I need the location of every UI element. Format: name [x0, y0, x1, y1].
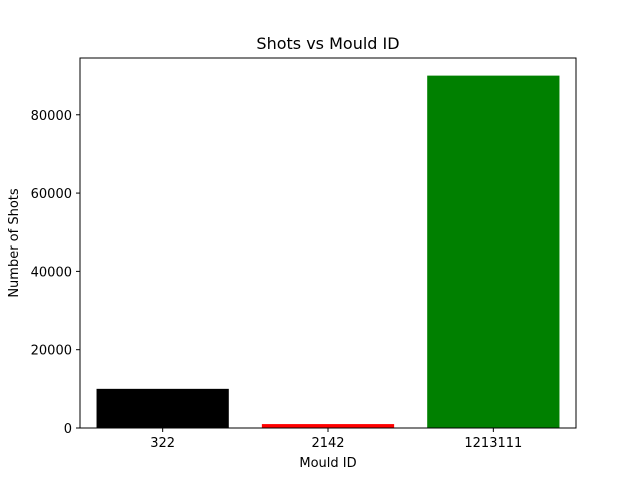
y-tick-label: 80000 — [31, 109, 72, 124]
y-tick-label: 0 — [64, 422, 72, 437]
x-tick-label: 322 — [150, 436, 175, 451]
bar-2142 — [261, 424, 395, 428]
bar-1213111 — [427, 75, 560, 428]
y-axis: 0 20000 40000 60000 80000 — [31, 109, 80, 437]
x-axis: 322 2142 1213111 — [150, 428, 522, 451]
y-tick-label: 20000 — [31, 344, 72, 359]
y-tick-label: 40000 — [31, 265, 72, 280]
y-axis-label: Number of Shots — [7, 188, 22, 298]
bar-322 — [96, 388, 229, 428]
y-tick-label: 60000 — [31, 187, 72, 202]
x-tick-label: 2142 — [311, 436, 344, 451]
x-axis-label: Mould ID — [299, 456, 356, 471]
bars-group — [96, 75, 560, 428]
chart-title: Shots vs Mould ID — [256, 34, 399, 53]
x-tick-label: 1213111 — [464, 436, 522, 451]
